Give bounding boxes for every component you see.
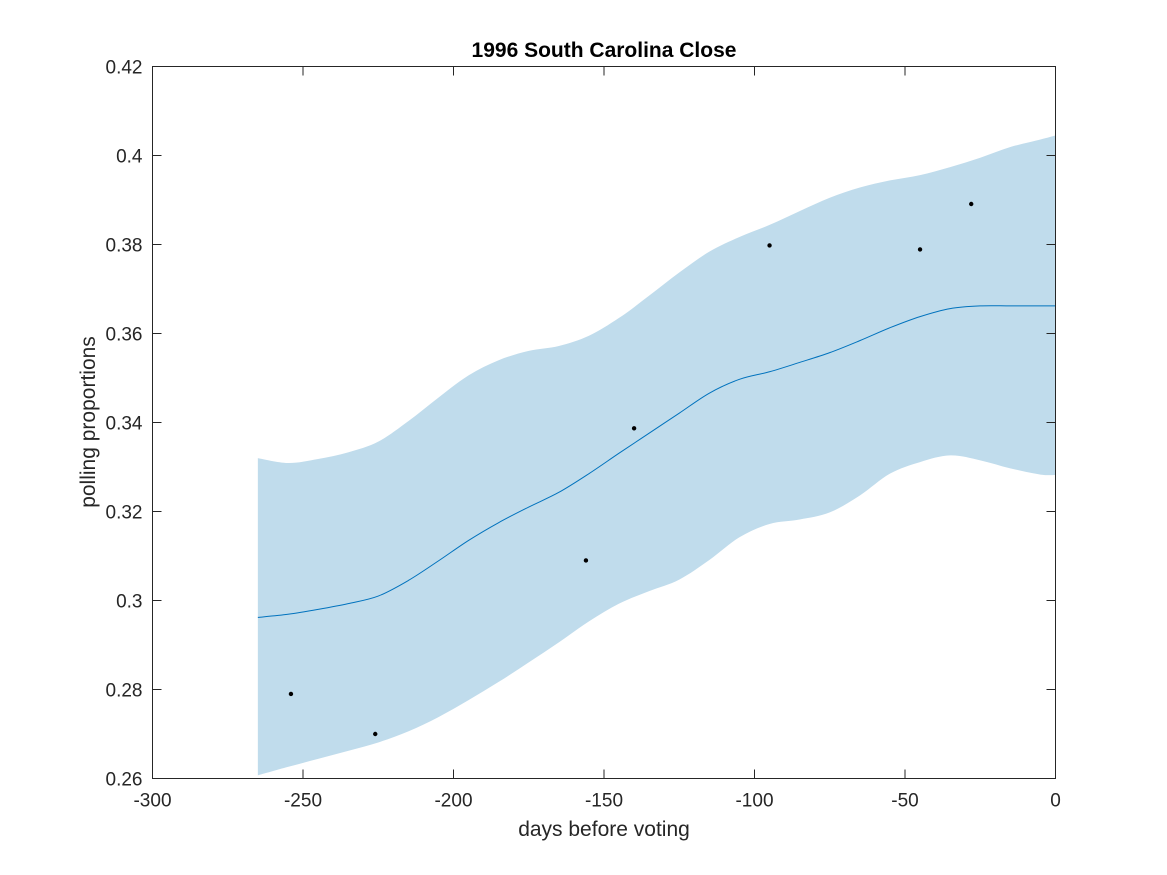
mean-line (257, 305, 1056, 618)
y-tick-label: 0.32 (106, 503, 143, 524)
poll-point (969, 201, 974, 207)
y-tick-label: 0.26 (106, 770, 143, 791)
confidence-band (257, 135, 1056, 776)
x-axis-label: days before voting (518, 818, 690, 841)
poll-point (288, 691, 294, 697)
y-tick-label: 0.3 (116, 592, 142, 613)
x-tick-label: -50 (891, 791, 918, 812)
plot-area (257, 135, 1056, 776)
y-tick-label: 0.42 (106, 58, 143, 79)
x-tick-label: -250 (284, 791, 322, 812)
axis-ticks: -300 -250 -200 -150 -100 -50 0 0.26 0.28 0.3 0.32 0… (106, 58, 1061, 812)
x-tick-label: -300 (133, 791, 171, 812)
poll-point (373, 731, 378, 737)
x-tick-label: 0 (1050, 791, 1061, 812)
poll-point (917, 247, 923, 252)
poll-point (631, 426, 637, 431)
poll-point (583, 558, 589, 563)
x-tick-label: -100 (735, 791, 773, 812)
chart-title: 1996 South Carolina Close (472, 39, 737, 62)
x-tick-label: -200 (434, 791, 472, 812)
y-tick-label: 0.36 (106, 325, 143, 346)
y-tick-label: 0.28 (106, 681, 143, 702)
y-tick-label: 0.34 (106, 414, 143, 435)
poll-point (767, 243, 772, 248)
y-axis-label: polling proportions (77, 336, 100, 508)
y-tick-label: 0.38 (106, 236, 143, 257)
y-tick-label: 0.4 (116, 147, 143, 168)
x-tick-label: -150 (585, 791, 623, 812)
